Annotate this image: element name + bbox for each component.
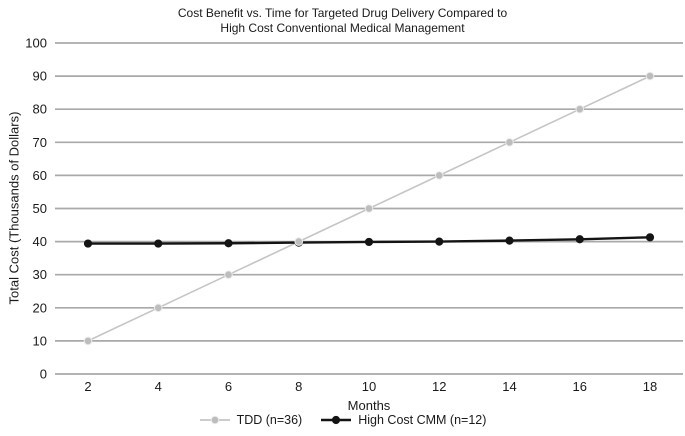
x-tick-label: 10: [362, 379, 376, 394]
data-point-marker: [505, 138, 514, 147]
legend-label-cmm: High Cost CMM (n=12): [358, 413, 487, 427]
y-tick-label: 100: [25, 36, 47, 51]
data-point-marker: [294, 237, 304, 246]
x-tick-label: 16: [573, 379, 587, 394]
legend-item-cmm: High Cost CMM (n=12): [320, 413, 486, 427]
legend-label-tdd: TDD (n=36): [236, 413, 303, 427]
y-tick-label: 40: [33, 234, 47, 249]
x-tick-label: 14: [502, 379, 516, 394]
y-tick-label: 50: [33, 201, 47, 216]
data-point-marker: [435, 237, 444, 246]
chart-title-line2: High Cost Conventional Medical Managemen…: [220, 21, 465, 35]
y-tick-label: 90: [33, 69, 47, 84]
y-tick-label: 0: [40, 367, 47, 382]
data-point-marker: [645, 71, 655, 81]
y-tick-label: 60: [33, 168, 47, 183]
data-point-marker: [645, 233, 655, 242]
x-axis-title: Months: [347, 398, 391, 413]
x-tick-label: 8: [295, 379, 302, 394]
data-point-marker: [434, 171, 444, 180]
x-tick-label: 6: [225, 379, 232, 394]
x-tick-label: 18: [643, 379, 657, 394]
y-tick-label: 20: [33, 300, 47, 315]
data-point-marker: [83, 336, 93, 346]
chart-title: Cost Benefit vs. Time for Targeted Drug …: [0, 6, 685, 36]
y-tick-label: 80: [33, 102, 47, 117]
y-tick-label: 70: [33, 135, 47, 150]
legend: TDD (n=36) High Cost CMM (n=12): [0, 413, 685, 427]
data-point-marker: [83, 239, 93, 248]
data-point-marker: [153, 303, 163, 313]
y-tick-label: 30: [33, 267, 47, 282]
data-point-marker: [505, 236, 514, 245]
legend-item-tdd: TDD (n=36): [199, 413, 303, 427]
x-tick-label: 12: [432, 379, 446, 394]
line-marker-swatch-icon: [199, 415, 230, 425]
x-tick-label: 2: [84, 379, 91, 394]
x-tick-label: 4: [155, 379, 162, 394]
data-point-marker: [364, 237, 374, 247]
y-tick-label: 10: [33, 333, 47, 348]
data-point-marker: [154, 239, 163, 248]
data-point-marker: [575, 104, 585, 114]
line-marker-swatch-icon: [321, 415, 352, 425]
data-point-marker: [364, 204, 374, 213]
data-point-marker: [224, 239, 233, 248]
data-point-marker: [575, 235, 584, 244]
chart-title-line1: Cost Benefit vs. Time for Targeted Drug …: [177, 6, 508, 20]
data-point-marker: [224, 270, 233, 280]
